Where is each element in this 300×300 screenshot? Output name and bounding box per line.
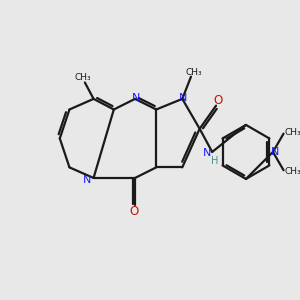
Text: O: O: [129, 205, 139, 218]
Text: N: N: [132, 93, 140, 103]
Text: N: N: [179, 93, 188, 103]
Text: CH₃: CH₃: [285, 128, 300, 137]
Text: N: N: [271, 147, 279, 157]
Text: N: N: [203, 148, 212, 158]
Text: N: N: [82, 175, 91, 185]
Text: O: O: [213, 94, 223, 107]
Text: H: H: [212, 156, 219, 166]
Text: CH₃: CH₃: [75, 73, 91, 82]
Text: CH₃: CH₃: [285, 167, 300, 176]
Text: CH₃: CH₃: [186, 68, 202, 77]
